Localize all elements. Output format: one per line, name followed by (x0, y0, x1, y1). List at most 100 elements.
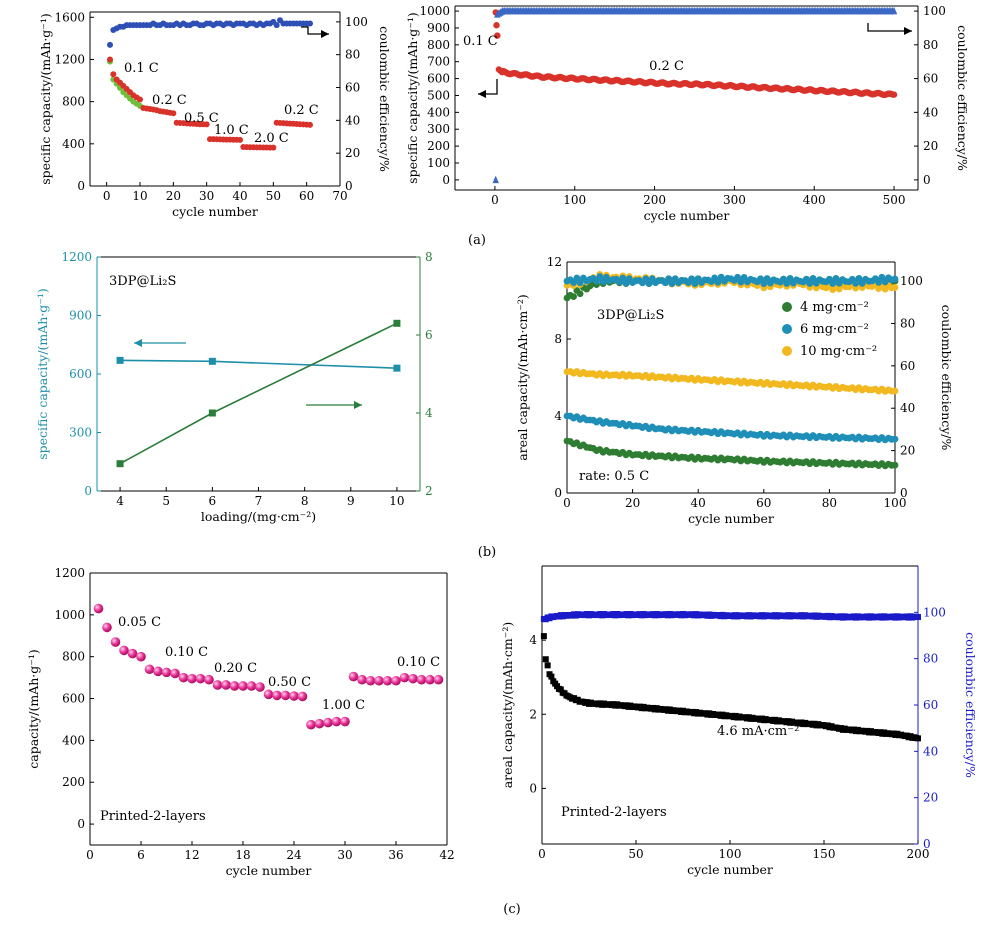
data-point (116, 460, 124, 468)
rate-label: 0.2 C (284, 103, 319, 118)
data-point (570, 293, 577, 301)
y-tick-label: 700 (427, 55, 450, 69)
data-point (137, 96, 143, 103)
data-point (691, 280, 699, 288)
y-tick-label: 600 (69, 367, 92, 381)
arrow-to-right-axis-shaft (301, 26, 329, 35)
series-y-#d9322b (492, 9, 898, 99)
data-point (107, 56, 113, 63)
rate-label: 0.10 C (165, 645, 208, 660)
x-tick-label: 24 (286, 848, 302, 862)
data-point (688, 275, 696, 283)
data-point (757, 275, 764, 283)
data-point (203, 121, 210, 128)
data-point (136, 651, 146, 662)
arrow-to-right-axis-shaft (867, 23, 912, 32)
data-point (408, 673, 418, 684)
x-tick-label: 400 (803, 193, 826, 207)
data-point (116, 356, 124, 364)
chart-c_left: 0 6 12 18 24 30 36 42 0 200 400 600 800 1000 1200 cycle… (26, 566, 455, 878)
data-point (246, 681, 257, 691)
data-point (714, 278, 722, 286)
rate-label: 2.0 C (254, 131, 289, 146)
data-point (119, 645, 129, 656)
panel-label-b: (b) (478, 545, 496, 560)
data-point (204, 674, 214, 685)
y2-tick-label: 20 (923, 791, 938, 805)
data-point (187, 673, 197, 684)
y2-tick-label: 0 (923, 837, 931, 851)
rate-label: 1.0 C (214, 123, 249, 138)
y2-tick-label: 40 (923, 105, 938, 119)
y-tick-label: 4 (529, 633, 537, 647)
data-point (806, 280, 814, 287)
y-axis-label: specific capacity/(mAh·g⁻¹) (405, 12, 420, 184)
data-point (544, 662, 551, 669)
data-point (93, 603, 104, 614)
y2-tick-label: 80 (345, 48, 360, 62)
x-axis-label: cycle number (172, 204, 258, 219)
x-tick-label: 8 (301, 494, 309, 508)
data-point (255, 682, 265, 692)
x-tick-label: 30 (337, 848, 352, 862)
y-tick-label: 800 (62, 95, 85, 109)
rate-label: 0.5 C (184, 111, 219, 126)
legend-marker (782, 302, 792, 312)
x-tick-label: 12 (184, 848, 199, 862)
x-tick-label: 60 (299, 189, 314, 203)
y-tick-label: 1000 (54, 608, 85, 622)
y2-tick-label: 4 (425, 406, 433, 420)
y-tick-label: 800 (62, 650, 85, 664)
data-point (433, 674, 444, 685)
y2-tick-label: 100 (923, 605, 946, 619)
y2-axis-label: coulombic efficiency/% (377, 26, 392, 172)
data-point (542, 656, 549, 663)
y2-axis-label: coulombic efficiency/% (963, 632, 978, 778)
x-tick-label: 200 (907, 847, 930, 861)
y2-axis-label: coulombic efficiency/% (939, 305, 954, 451)
rate-label: 0.20 C (214, 661, 257, 676)
data-point (178, 672, 189, 683)
x-tick-label: 80 (822, 496, 837, 510)
data-point (645, 280, 653, 288)
y2-tick-label: 20 (923, 139, 938, 153)
data-point (289, 691, 299, 701)
data-point (161, 667, 172, 678)
y2-tick-label: 40 (923, 744, 938, 758)
x-axis-label: cycle number (688, 511, 774, 526)
data-point (852, 280, 860, 287)
data-point (195, 673, 206, 684)
data-point (153, 666, 163, 677)
y-tick-label: 1200 (54, 52, 85, 66)
arrow-right-axis-head (354, 401, 362, 409)
arrow-to-left-axis-head (478, 90, 486, 98)
series-y-#d9322b (107, 56, 313, 151)
rate-label: 0.1 C (463, 34, 498, 49)
x-tick-label: 30 (199, 189, 214, 203)
data-point (399, 672, 410, 683)
data-point (425, 674, 435, 685)
x-tick-label: 100 (563, 193, 586, 207)
x-tick-label: 7 (255, 494, 263, 508)
y2-tick-label: 80 (900, 316, 915, 330)
chart-a_left: 0 10 20 30 40 50 60 700400800120016000204060801… (38, 10, 392, 219)
y-axis-label: areal capacity/(mAh·cm⁻²) (515, 294, 530, 461)
data-point (548, 673, 555, 680)
sample-label: Printed-2-layers (100, 809, 206, 824)
chart-b_left: 4 5 6 7 8 9 10030060090012002468loading/(mg·cm… (35, 250, 433, 524)
y2-tick-label: 60 (923, 698, 938, 712)
y-tick-label: 600 (62, 692, 85, 706)
x-tick-label: 6 (209, 494, 217, 508)
x-tick-label: 20 (625, 496, 640, 510)
current-label: 4.6 mA·cm⁻² (717, 724, 799, 739)
y-tick-label: 200 (62, 775, 85, 789)
y2-tick-label: 100 (900, 274, 923, 288)
data-point (357, 674, 367, 685)
x-axis-label: cycle number (644, 208, 730, 223)
data-point (668, 280, 676, 288)
data-point (307, 121, 313, 128)
legend-marker (782, 346, 792, 356)
x-tick-label: 70 (332, 189, 347, 203)
data-point (783, 280, 791, 287)
